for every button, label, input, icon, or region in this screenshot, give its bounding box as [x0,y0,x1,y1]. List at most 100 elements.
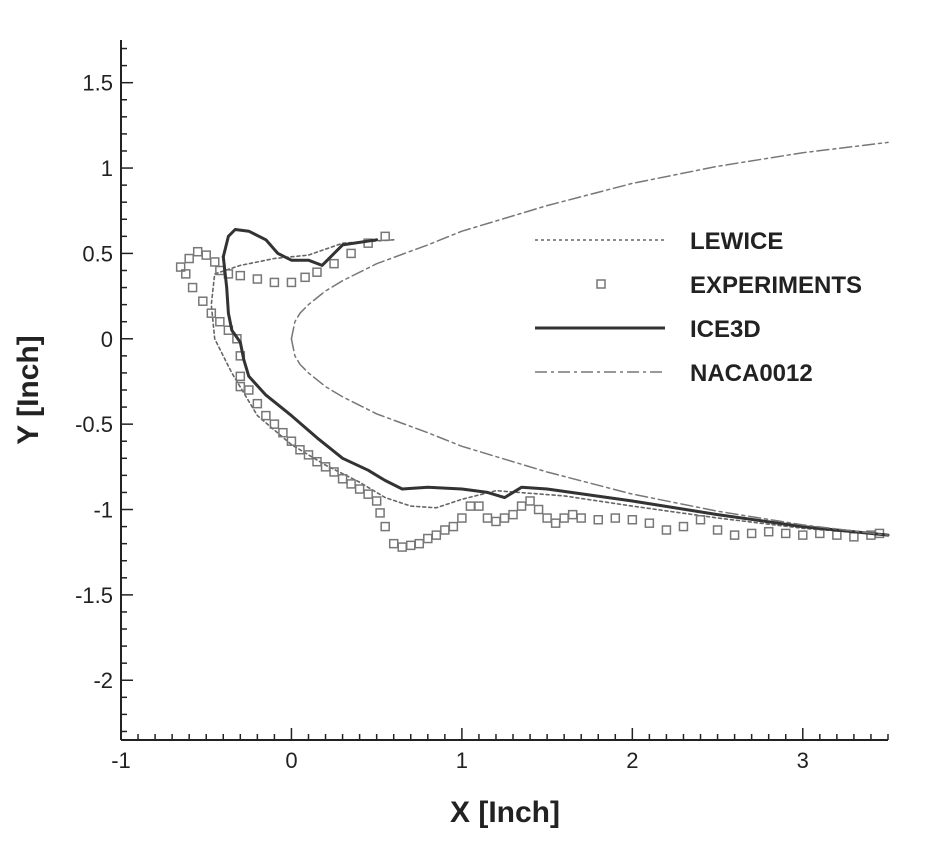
data-point [215,316,225,327]
data-point [312,456,322,467]
data-point [329,258,339,269]
data-point [832,530,842,540]
legend-label: LEWICE [690,228,783,255]
y-tick-label: 0 [101,327,113,352]
data-point [181,269,191,279]
data-point [286,277,297,288]
data-point [712,525,723,535]
data-point [320,462,331,472]
data-point [380,231,390,242]
data-point [184,253,194,264]
y-tick-label: 1 [101,156,113,181]
ticks: -1 0 1 2 3 1.5 1 0.5 0 -0.5 -1 -1.5 -2 [75,47,889,773]
data-point [286,436,297,446]
data-point [354,484,365,494]
data-point [261,410,271,421]
legend-label: NACA0012 [690,360,813,387]
data-point [567,509,578,520]
data-point [252,274,263,284]
y-tick-label: -2 [93,668,113,693]
data-point [491,516,501,527]
data-point [559,513,569,523]
data-point [175,262,186,272]
data-point [465,501,476,511]
data-point [187,282,198,293]
data-point [440,525,450,535]
data-point [729,530,740,540]
data-point [499,513,510,523]
data-point [346,479,356,489]
data-point [380,521,390,532]
data-point [576,513,586,523]
legend-item-naca0012: NACA0012 [535,360,813,387]
series-line [221,228,379,267]
data-point [198,296,208,306]
data-point [337,474,348,484]
x-tick-label: 1 [456,748,468,773]
data-point [780,528,791,539]
legend: LEWICE EXPERIMENTS ICE3D NACA0012 [535,228,862,387]
data-point [371,496,382,506]
data-point [593,515,603,525]
x-tick-label: 2 [626,748,638,773]
data-point [206,308,217,318]
data-point [508,509,518,520]
data-point [627,515,638,525]
data-point [661,525,672,535]
data-point [388,538,399,549]
data-point [849,532,859,542]
data-point [375,508,385,518]
x-tick-label: 0 [285,748,297,773]
data-point [346,248,356,259]
data-point [533,504,544,515]
data-point [474,501,484,511]
data-point [235,270,246,281]
data-point [397,542,407,552]
data-point [312,267,322,277]
data-point [798,530,808,540]
data-point [235,371,246,382]
series-line [221,255,890,537]
series-naca0012 [290,141,889,536]
data-point [610,513,621,523]
data-point [406,540,416,551]
data-point [209,257,220,267]
data-point [746,528,757,539]
data-point [201,250,211,260]
legend-label: EXPERIMENTS [690,272,862,299]
data-point [695,515,706,525]
y-tick-label: -1.5 [75,583,113,608]
series-ice3d [221,228,890,537]
series-line [290,141,889,340]
series [175,141,890,552]
data-point [329,467,339,477]
x-tick-label: 3 [797,748,809,773]
legend-marker [596,279,606,289]
data-point [192,246,203,257]
series-line [210,239,889,536]
series-line [290,338,889,536]
data-point [678,521,689,532]
data-point [431,530,442,540]
data-point [525,496,535,506]
data-point [516,501,527,511]
legend-item-experiments: EXPERIMENTS [596,272,862,299]
data-point [269,419,280,429]
y-tick-label: 1.5 [82,71,113,96]
data-point [763,526,774,537]
data-point [252,398,263,409]
y-tick-label: -1 [93,498,113,523]
data-point [363,489,373,499]
data-point [232,334,242,344]
data-point [482,513,493,523]
data-point [644,518,655,528]
y-tick-label: -0.5 [75,412,113,437]
y-axis-label: Y [Inch] [12,335,45,444]
data-point [414,538,425,549]
data-point [423,533,433,544]
x-axis-label: X [Inch] [450,796,560,829]
legend-item-ice3d: ICE3D [535,316,761,343]
x-tick-label: -1 [111,748,131,773]
data-point [550,518,561,528]
data-point [269,277,280,288]
